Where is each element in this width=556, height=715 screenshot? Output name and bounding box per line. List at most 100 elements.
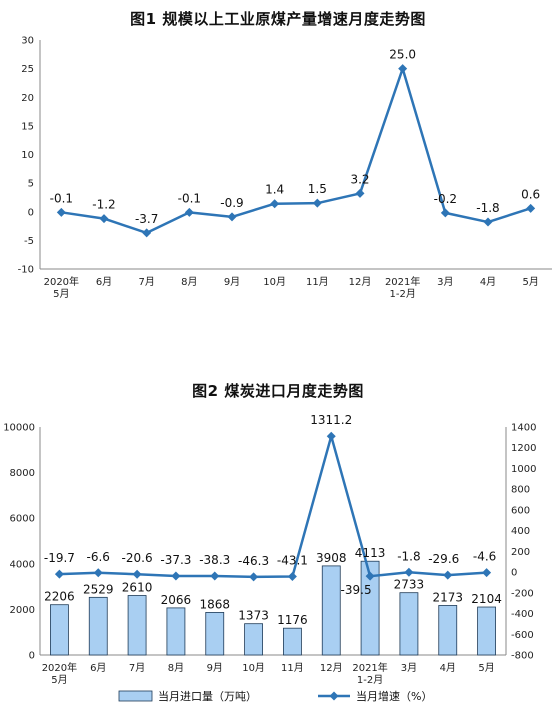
chart2-bar [360, 560, 380, 656]
chart2-bar-label: 2733 [394, 578, 425, 592]
chart1-x-tick-label: 7月 [138, 276, 154, 288]
chart2-growth-point [54, 569, 64, 579]
chart2-growth-point [93, 568, 103, 578]
chart1-x-tick-label: 5月 [522, 276, 538, 288]
chart2-right-tick-label: -400 [511, 609, 534, 620]
chart1-data-point [526, 203, 536, 213]
chart1-data-point [99, 214, 109, 224]
chart2-growth-line [59, 434, 487, 579]
chart1-x-tick-label: 8月 [181, 276, 197, 288]
chart2-growth-label: -38.3 [199, 553, 230, 567]
chart2-growth-point [443, 570, 453, 580]
chart2-growth-label: -37.3 [160, 553, 191, 567]
chart1-data-point [355, 188, 365, 198]
chart1-data-label: -0.1 [50, 191, 73, 205]
chart2-growth-label: 1311.2 [310, 413, 352, 427]
chart1-data-point [312, 198, 322, 208]
chart1-data-point [142, 228, 152, 238]
chart2-bar-label: 4113 [355, 546, 386, 560]
chart1-y-tick-label: 0 [28, 207, 34, 218]
chart2-growth-point [287, 572, 297, 582]
chart2-x-tick-label: 8月 [168, 662, 184, 674]
chart1-x-tick-label: 2020年 5月 [44, 275, 79, 300]
chart2-bar [166, 607, 186, 656]
chart2-x-tick-label: 12月 [320, 662, 343, 674]
chart2-bar [399, 592, 419, 656]
chart2-bar [205, 612, 225, 656]
chart2-growth-label: -1.8 [397, 549, 420, 563]
chart1-data-point [270, 199, 280, 209]
chart2-right-tick-label: 1000 [511, 464, 536, 475]
chart1-y-tick-label: -5 [24, 236, 34, 247]
chart2-x-tick-label: 7月 [129, 662, 145, 674]
chart2-growth-label: -20.6 [122, 551, 153, 565]
chart2-right-tick-label: 600 [511, 505, 530, 516]
chart1-x-tick-label: 12月 [349, 276, 372, 288]
chart2-left-tick-label: 6000 [10, 514, 35, 525]
chart2-left-tick-label: 8000 [10, 468, 35, 479]
chart2-x-tick-label: 4月 [440, 662, 456, 674]
chart2-growth-point [132, 569, 142, 579]
chart1-x-tick-label: 6月 [96, 276, 112, 288]
chart2-x-tick-label: 6月 [90, 662, 106, 674]
chart1-data-label: 0.6 [521, 187, 540, 201]
chart2-bar-label: 1868 [199, 597, 230, 611]
chart2-right-tick-label: -600 [511, 630, 534, 641]
chart1-y-tick-label: 15 [21, 121, 34, 132]
chart1-data-label: -1.8 [476, 201, 499, 215]
chart2-title: 图2 煤炭进口月度走势图 [192, 382, 364, 400]
chart1-x-tick-label: 9月 [224, 276, 240, 288]
chart2-left-tick-label: 4000 [10, 559, 35, 570]
chart1-x-tick-label: 4月 [480, 276, 496, 288]
chart2-growth-label: -46.3 [238, 554, 269, 568]
chart2-bar [244, 623, 263, 656]
chart1-data-label: 3.2 [350, 172, 369, 186]
chart2-bar-label: 3908 [316, 551, 347, 565]
chart2-growth-point [171, 571, 181, 581]
chart1-data-label: -1.2 [92, 198, 115, 212]
chart1-y-tick-label: 25 [21, 64, 34, 75]
chart1-y-tick-label: 30 [21, 36, 34, 47]
chart1-series-line [61, 67, 532, 235]
chart2-bar-label: 1176 [277, 613, 308, 627]
chart2-left-tick-label: 0 [29, 651, 35, 662]
chart2-bar [438, 605, 458, 656]
chart1-data-label: 1.4 [265, 183, 284, 197]
chart1-data-point [483, 217, 493, 227]
chart1-x-tick-label: 10月 [263, 276, 286, 288]
chart2-bar [50, 604, 69, 656]
chart1-y-tick-label: 20 [21, 93, 34, 104]
chart2-left-tick-label: 10000 [3, 423, 35, 434]
chart2-bar-label: 2066 [161, 593, 192, 607]
chart1-data-label: -0.2 [434, 192, 457, 206]
chart2-x-tick-label: 10月 [242, 662, 265, 674]
chart2-bar-label: 1373 [238, 609, 269, 623]
chart2-x-tick-label: 9月 [207, 662, 223, 674]
chart1-data-point [56, 207, 66, 217]
chart2-bar-label: 2104 [471, 592, 502, 606]
chart1-y-tick-label: -10 [18, 265, 34, 276]
chart1-y-tick-label: 5 [28, 179, 34, 190]
legend-line-marker [329, 691, 339, 701]
chart2-x-tick-label: 2021年 1-2月 [352, 661, 387, 686]
chart1-data-label: -0.9 [220, 196, 243, 210]
chart2-right-tick-label: -200 [511, 588, 534, 599]
legend-line-label: 当月增速（%） [356, 689, 432, 703]
chart2-x-tick-label: 5月 [478, 662, 494, 674]
chart2-x-tick-label: 11月 [281, 662, 304, 674]
chart1-data-label: 1.5 [308, 182, 327, 196]
chart1-data-point [440, 208, 450, 218]
chart1-data-point [227, 212, 237, 222]
chart2-growth-point [249, 572, 259, 582]
chart2-bar [477, 606, 496, 656]
chart2-right-tick-label: -800 [511, 651, 534, 662]
chart2-growth-label: -19.7 [44, 551, 75, 565]
chart2-growth-point [326, 431, 336, 441]
chart2-growth-point [404, 567, 414, 577]
chart2-bar [127, 595, 147, 656]
chart1-data-point [184, 207, 194, 217]
chart2-right-tick-label: 0 [511, 568, 517, 579]
chart2-bar [321, 565, 341, 656]
chart2-right-tick-label: 800 [511, 485, 530, 496]
chart1-data-label: -3.7 [135, 212, 158, 226]
